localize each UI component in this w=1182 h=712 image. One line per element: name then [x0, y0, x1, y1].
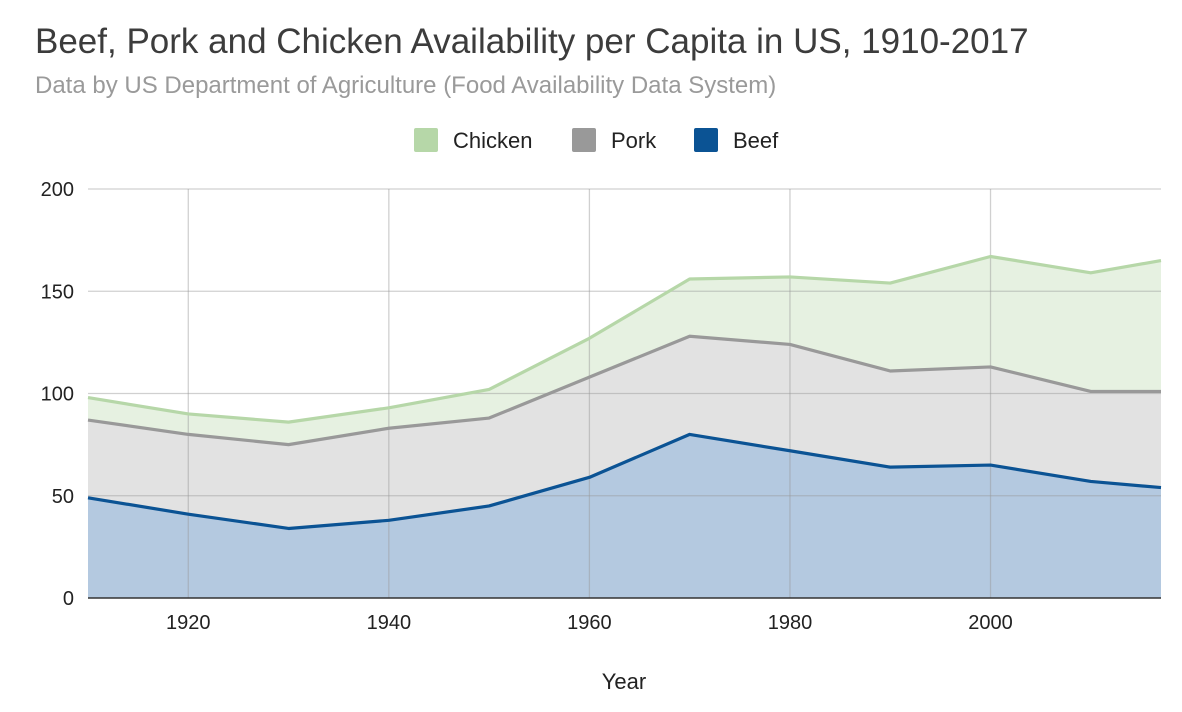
legend-swatch-beef	[694, 128, 718, 152]
x-tick-label: 2000	[968, 612, 1013, 634]
y-tick-label: 200	[41, 179, 74, 201]
legend-label-chicken: Chicken	[453, 128, 532, 153]
y-tick-label: 100	[41, 384, 74, 406]
area-pork	[88, 336, 1161, 529]
chart-title: Beef, Pork and Chicken Availability per …	[35, 22, 1029, 61]
legend-label-beef: Beef	[733, 128, 779, 153]
x-tick-label: 1920	[166, 612, 211, 634]
y-tick-label: 50	[52, 486, 74, 508]
x-tick-label: 1980	[768, 612, 813, 634]
area-beef	[88, 434, 1161, 598]
series-line-beef	[87, 432, 1162, 531]
x-axis-title: Year	[602, 669, 646, 694]
legend-swatch-pork	[572, 128, 596, 152]
legend-swatch-chicken	[414, 128, 438, 152]
series-line-pork	[87, 334, 1161, 447]
area-layer	[88, 256, 1161, 598]
series-line-chicken	[87, 254, 1162, 424]
chart-subtitle: Data by US Department of Agriculture (Fo…	[35, 72, 777, 99]
area-chicken	[88, 256, 1161, 445]
legend-label-pork: Pork	[611, 128, 657, 153]
gridlines	[88, 188, 1161, 598]
x-tick-label: 1960	[567, 612, 612, 634]
legend: Chicken Pork Beef	[414, 128, 779, 153]
y-tick-label: 0	[63, 588, 74, 610]
line-layer	[87, 254, 1162, 531]
x-tick-label: 1940	[367, 612, 412, 634]
y-tick-label: 150	[41, 281, 74, 303]
